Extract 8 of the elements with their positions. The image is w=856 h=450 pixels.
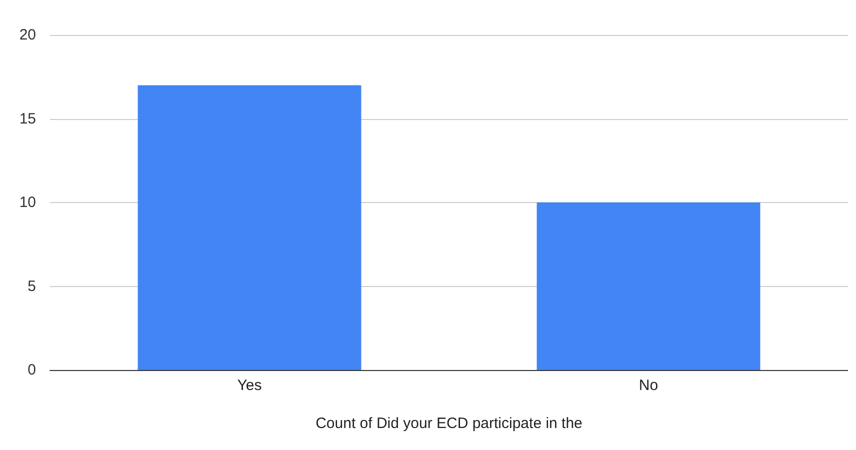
y-tick-label: 0 — [28, 362, 36, 378]
y-tick-label: 10 — [19, 194, 36, 211]
y-tick-label: 15 — [19, 110, 36, 128]
x-tick-label: Yes — [237, 377, 262, 394]
y-tick-label: 20 — [19, 26, 36, 44]
x-tick-label: No — [638, 377, 658, 394]
x-axis-title: Count of Did your ECD participate in the — [316, 415, 582, 432]
y-tick-label: 5 — [28, 278, 36, 295]
